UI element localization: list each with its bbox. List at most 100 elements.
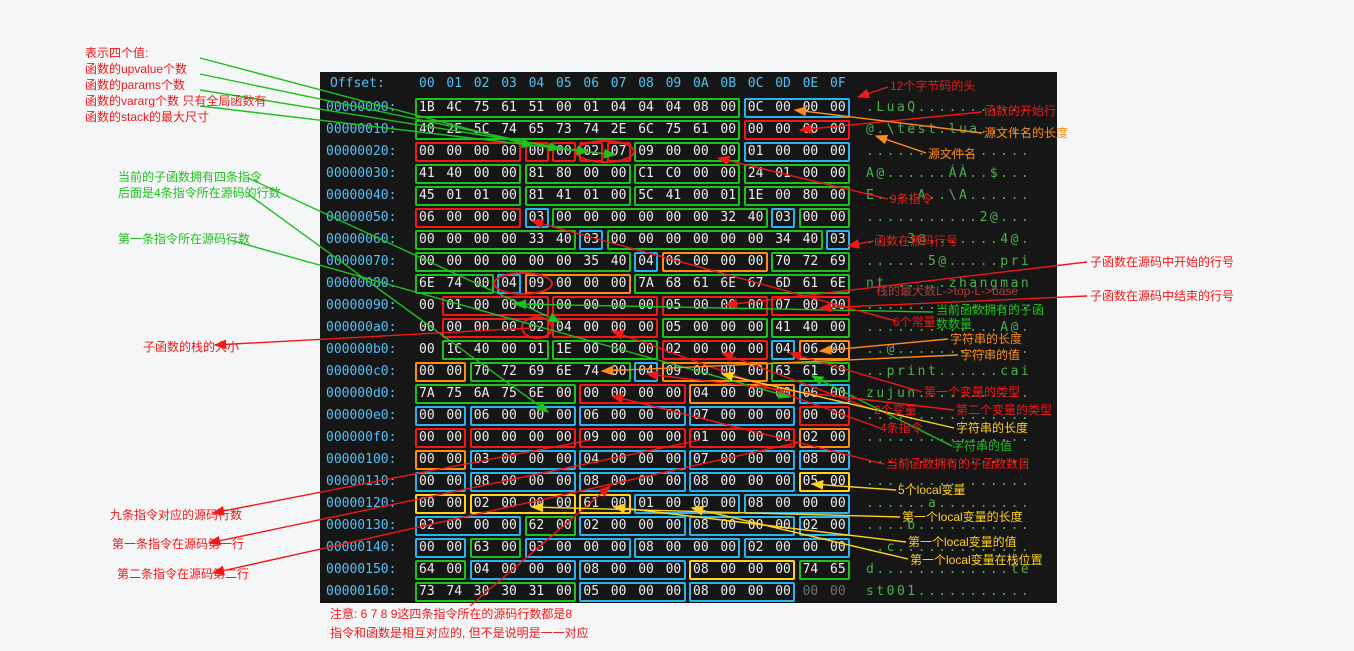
byte-cell[interactable]: 00 <box>830 584 846 599</box>
byte-cell[interactable]: 00 <box>775 144 791 159</box>
byte-cell[interactable]: 00 <box>610 188 627 203</box>
byte-cell[interactable]: 00 <box>720 144 737 159</box>
byte-cell[interactable]: 08 <box>693 584 709 599</box>
byte-cell[interactable]: 00 <box>775 584 791 599</box>
byte-cell[interactable]: 00 <box>830 144 846 159</box>
byte-cell[interactable]: 75 <box>665 122 682 137</box>
ascii-cell: ......5@.....pri <box>866 254 1032 269</box>
highlight-box-green <box>552 339 659 360</box>
byte-cell[interactable]: 01 <box>583 188 600 203</box>
byte-cell[interactable]: 00 <box>747 122 764 137</box>
highlight-box-green <box>606 229 823 250</box>
highlight-box-blue <box>634 251 659 272</box>
byte-cell[interactable]: 00 <box>693 144 709 159</box>
annotation-label: 第二条指令在源码第二行 <box>117 567 250 581</box>
byte-cell[interactable]: 65 <box>830 562 846 577</box>
ascii-cell: .............A@. <box>866 320 1032 335</box>
column-header-07: 07 <box>610 76 627 91</box>
annotation-label: 子函数在源码中开始的行号 <box>1090 255 1235 269</box>
byte-cell[interactable]: 00 <box>665 144 682 159</box>
byte-cell[interactable]: 00 <box>501 166 517 181</box>
byte-cell[interactable]: 6C <box>638 122 654 137</box>
byte-cell[interactable]: 41 <box>419 166 435 181</box>
highlight-box-blue <box>689 515 796 536</box>
byte-cell[interactable]: 00 <box>419 320 435 335</box>
ascii-cell: ...........2@... <box>866 210 1032 225</box>
column-header-04: 04 <box>528 76 545 91</box>
byte-cell[interactable]: 00 <box>720 100 737 115</box>
byte-cell[interactable]: 04 <box>638 100 654 115</box>
annotation-label: 函数的vararg个数 只有全局函数有 <box>85 94 267 108</box>
byte-cell[interactable]: 00 <box>665 584 682 599</box>
highlight-box-red <box>798 405 850 426</box>
byte-cell[interactable]: 00 <box>720 122 737 137</box>
highlight-box-blue <box>634 537 741 558</box>
byte-cell[interactable]: 00 <box>583 166 600 181</box>
column-header-0A: 0A <box>693 76 709 91</box>
annotation-label: 子函数的栈的大小 <box>143 340 240 354</box>
ascii-cell: A@......ÁÀ..$... <box>866 166 1032 181</box>
highlight-box-green <box>743 185 850 206</box>
byte-cell[interactable]: 00 <box>610 584 627 599</box>
byte-cell[interactable]: 09 <box>638 144 654 159</box>
highlight-box-blue <box>771 339 796 360</box>
byte-cell[interactable]: 80 <box>556 166 572 181</box>
byte-cell[interactable]: 00 <box>747 584 764 599</box>
byte-cell[interactable]: 00 <box>693 166 709 181</box>
byte-cell[interactable]: 00 <box>419 298 435 313</box>
byte-cell[interactable]: 74 <box>802 562 819 577</box>
annotation-label: 后面是4条指令所在源码的行数 <box>118 186 281 200</box>
byte-cell[interactable]: 01 <box>747 144 764 159</box>
byte-cell[interactable]: 41 <box>665 188 682 203</box>
row-offset-label: 00000040: <box>326 188 397 203</box>
byte-cell[interactable]: 08 <box>693 100 709 115</box>
offset-header-label: Offset: <box>330 76 385 91</box>
byte-cell[interactable]: 00 <box>693 188 709 203</box>
row-offset-label: 00000100: <box>326 452 397 467</box>
byte-cell[interactable]: 04 <box>665 100 682 115</box>
byte-cell[interactable]: 00 <box>802 584 819 599</box>
highlight-box-red <box>771 295 850 316</box>
highlight-box-yellow <box>798 471 850 492</box>
byte-cell[interactable]: 00 <box>473 166 490 181</box>
byte-cell[interactable]: 61 <box>693 122 709 137</box>
highlight-box-blue <box>579 229 604 250</box>
highlight-box-blue <box>469 449 576 470</box>
highlight-box-orange <box>798 339 850 360</box>
byte-cell[interactable]: 00 <box>638 584 654 599</box>
byte-cell[interactable]: 40 <box>446 166 463 181</box>
byte-cell[interactable]: 00 <box>775 100 791 115</box>
highlight-box-green <box>415 251 631 272</box>
byte-cell[interactable]: 00 <box>556 408 572 423</box>
byte-cell[interactable]: 00 <box>775 122 791 137</box>
hex-editor-panel: Offset: 00 01 02 03 04 05 06 07 08 09 0A 0B 0C 0D 0E 0F… <box>320 72 1057 603</box>
row-offset-label: 00000140: <box>326 540 397 555</box>
byte-cell[interactable]: C1 <box>638 166 654 181</box>
ascii-cell: ................ <box>866 144 1032 159</box>
column-header-02: 02 <box>473 76 490 91</box>
byte-cell[interactable]: 5C <box>638 188 654 203</box>
byte-cell[interactable]: 00 <box>610 166 627 181</box>
ascii-cell: d.............te <box>866 562 1032 577</box>
byte-cell[interactable]: C0 <box>665 166 682 181</box>
ascii-cell: .LuaQ........... <box>866 100 1032 115</box>
highlight-box-blue <box>689 405 796 426</box>
annotation-label: 第一条指令在源码第一行 <box>112 537 245 551</box>
highlight-box-yellow <box>689 559 796 580</box>
byte-cell[interactable]: 00 <box>720 584 737 599</box>
byte-cell[interactable]: 00 <box>802 144 819 159</box>
highlight-box-red <box>552 141 576 162</box>
byte-cell[interactable]: 81 <box>528 166 545 181</box>
row-offset-label: 00000110: <box>326 474 397 489</box>
byte-cell[interactable]: 00 <box>419 342 435 357</box>
ascii-cell: ....b........... <box>866 518 1032 533</box>
ascii-cell: ....3@.......4@. <box>866 232 1032 247</box>
byte-cell[interactable]: 74 <box>446 584 463 599</box>
byte-cell[interactable]: 06 <box>583 408 600 423</box>
byte-cell[interactable]: 0C <box>747 100 764 115</box>
byte-cell[interactable]: 73 <box>419 584 435 599</box>
ascii-cell: ................ <box>866 452 1032 467</box>
highlight-box-red <box>661 295 768 316</box>
highlight-box-blue <box>798 449 850 470</box>
row-offset-label: 00000050: <box>326 210 397 225</box>
